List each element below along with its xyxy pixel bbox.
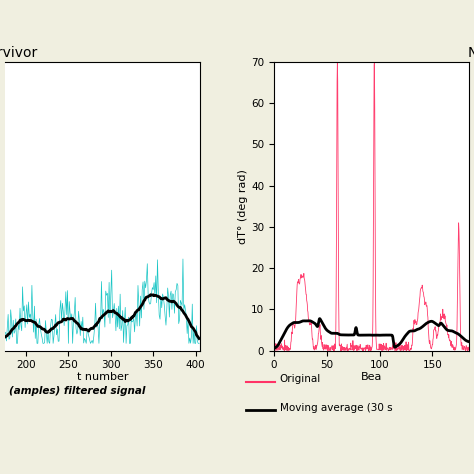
Moving average (30 s: [425, 319, 431, 325]
Moving average (30 s: [466, 339, 472, 345]
Text: (amples) filtered signal: (amples) filtered signal: [9, 386, 146, 396]
Text: survivor: survivor: [0, 46, 37, 61]
Line: Moving average (30 s: Moving average (30 s: [274, 319, 469, 348]
Original: [326, 348, 332, 354]
Moving average (30 s: [271, 346, 277, 351]
Original: [359, 346, 365, 352]
Text: Moving average (30 s: Moving average (30 s: [280, 402, 392, 413]
X-axis label: t number: t number: [77, 372, 128, 382]
Original: [376, 347, 382, 353]
Moving average (30 s: [317, 316, 322, 321]
Original: [393, 344, 399, 350]
Original: [425, 324, 431, 330]
Y-axis label: dT° (deg rad): dT° (deg rad): [238, 169, 248, 244]
Original: [419, 285, 425, 291]
Original: [466, 346, 472, 352]
Original: [271, 346, 277, 351]
Line: Original: Original: [274, 62, 469, 351]
Moving average (30 s: [358, 332, 364, 338]
Moving average (30 s: [392, 344, 398, 350]
Moving average (30 s: [376, 332, 382, 338]
Text: Nor: Nor: [468, 46, 474, 61]
Moving average (30 s: [419, 325, 424, 330]
X-axis label: Bea: Bea: [361, 372, 383, 382]
Original: [298, 274, 303, 280]
Moving average (30 s: [298, 319, 303, 325]
Text: Original: Original: [280, 374, 321, 384]
Original: [335, 59, 340, 64]
